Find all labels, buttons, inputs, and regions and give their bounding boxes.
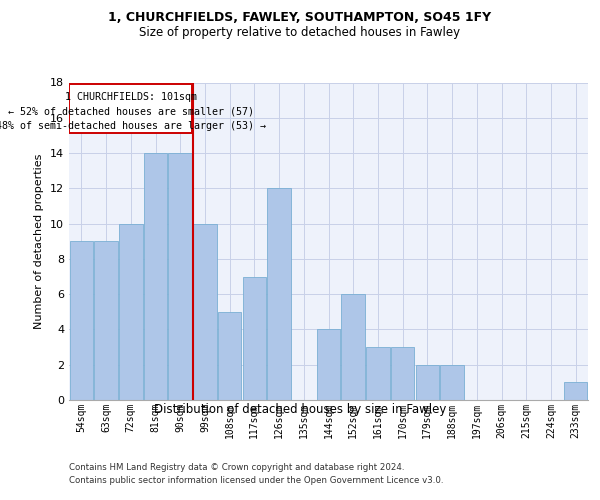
- Text: Size of property relative to detached houses in Fawley: Size of property relative to detached ho…: [139, 26, 461, 39]
- Text: 48% of semi-detached houses are larger (53) →: 48% of semi-detached houses are larger (…: [0, 120, 266, 130]
- Bar: [366, 347, 389, 400]
- Bar: [169, 153, 192, 400]
- Bar: [440, 364, 464, 400]
- Bar: [391, 347, 415, 400]
- Bar: [317, 330, 340, 400]
- Bar: [70, 242, 93, 400]
- Text: ← 52% of detached houses are smaller (57): ← 52% of detached houses are smaller (57…: [8, 106, 254, 117]
- Bar: [218, 312, 241, 400]
- Text: Contains public sector information licensed under the Open Government Licence v3: Contains public sector information licen…: [69, 476, 443, 485]
- Bar: [564, 382, 587, 400]
- Bar: [193, 224, 217, 400]
- FancyBboxPatch shape: [70, 84, 192, 133]
- Text: Contains HM Land Registry data © Crown copyright and database right 2024.: Contains HM Land Registry data © Crown c…: [69, 462, 404, 471]
- Y-axis label: Number of detached properties: Number of detached properties: [34, 154, 44, 329]
- Bar: [144, 153, 167, 400]
- Bar: [119, 224, 143, 400]
- Bar: [94, 242, 118, 400]
- Bar: [416, 364, 439, 400]
- Bar: [341, 294, 365, 400]
- Text: 1 CHURCHFIELDS: 101sqm: 1 CHURCHFIELDS: 101sqm: [65, 92, 197, 102]
- Text: Distribution of detached houses by size in Fawley: Distribution of detached houses by size …: [154, 402, 446, 415]
- Bar: [242, 276, 266, 400]
- Text: 1, CHURCHFIELDS, FAWLEY, SOUTHAMPTON, SO45 1FY: 1, CHURCHFIELDS, FAWLEY, SOUTHAMPTON, SO…: [109, 11, 491, 24]
- Bar: [268, 188, 291, 400]
